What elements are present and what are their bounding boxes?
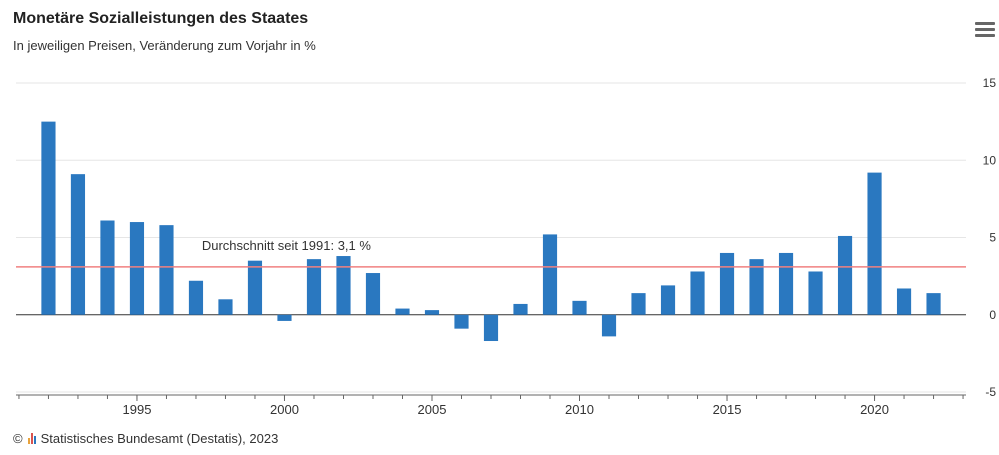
hamburger-menu-icon[interactable]	[975, 22, 995, 38]
bar	[188, 280, 204, 315]
average-line-group: Durchschnitt seit 1991: 3,1 %	[16, 238, 966, 268]
x-tick-label: 2005	[418, 402, 447, 417]
bar	[778, 252, 794, 315]
bar	[572, 300, 587, 315]
copyright-symbol: ©	[13, 431, 23, 446]
bars	[41, 121, 941, 342]
bar	[247, 260, 263, 315]
bar	[719, 252, 735, 315]
bar	[306, 259, 322, 315]
bar	[41, 121, 56, 315]
x-tick-label: 2020	[860, 402, 889, 417]
bar	[70, 174, 86, 315]
bar	[395, 308, 410, 315]
bar	[336, 256, 351, 315]
x-tick-label: 2015	[713, 402, 742, 417]
bar	[100, 220, 115, 315]
bar	[483, 314, 499, 342]
x-tick-label: 1995	[123, 402, 152, 417]
chart-subtitle: In jeweiligen Preisen, Veränderung zum V…	[13, 38, 316, 53]
chart-title: Monetäre Sozialleistungen des Staates	[13, 10, 309, 27]
y-tick-label: 0	[989, 308, 996, 322]
x-tick-label: 2010	[565, 402, 594, 417]
bar	[424, 310, 440, 315]
bar	[690, 271, 705, 315]
y-tick-label: 10	[983, 153, 997, 167]
source-credit-text: Statistisches Bundesamt (Destatis), 2023	[40, 431, 279, 446]
bar	[542, 234, 558, 315]
bar	[129, 222, 145, 315]
bar	[926, 293, 941, 315]
destatis-logo-icon	[27, 433, 36, 444]
bar	[896, 288, 912, 315]
bar	[837, 235, 853, 315]
bar	[365, 273, 381, 315]
bar	[660, 285, 676, 315]
bar	[749, 259, 764, 315]
bar	[277, 314, 292, 321]
average-line-label: Durchschnitt seit 1991: 3,1 %	[202, 238, 372, 253]
bar	[513, 303, 528, 315]
bar-chart: Durchschnitt seit 1991: 3,1 % 1995 2000 20…	[16, 76, 997, 417]
y-tick-label: -5	[985, 385, 996, 399]
grid-lines	[16, 82, 966, 393]
bar	[454, 314, 469, 329]
x-tick-label: 2000	[270, 402, 299, 417]
y-axis: -5 0 5 10 15	[983, 76, 997, 399]
x-axis: 1995 2000 2005 2010 2015 2020	[16, 394, 966, 417]
bar	[808, 271, 823, 315]
source-credit: © Statistisches Bundesamt (Destatis), 20…	[13, 431, 278, 446]
y-tick-label: 5	[989, 231, 996, 245]
bar	[631, 293, 646, 315]
bar	[159, 225, 174, 315]
bar	[218, 299, 233, 315]
bar	[867, 172, 882, 315]
bar	[601, 314, 617, 337]
y-tick-label: 15	[983, 76, 997, 90]
